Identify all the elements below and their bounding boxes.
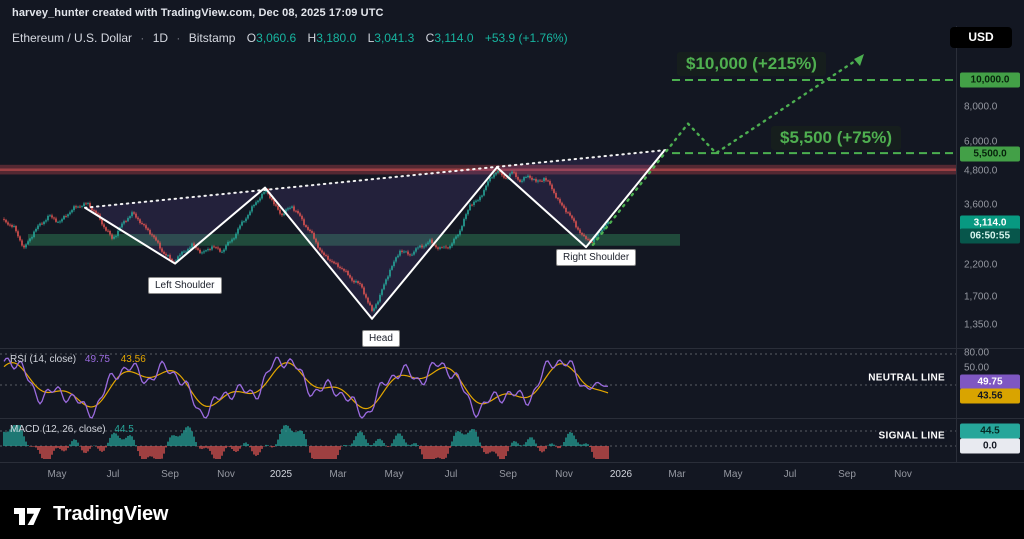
time-axis-tick: Sep — [838, 469, 856, 480]
symbol-name[interactable]: Ethereum / U.S. Dollar — [12, 31, 133, 45]
rsi-title: RSI (14, close) — [10, 354, 77, 365]
attribution-text: harvey_hunter created with TradingView.c… — [12, 7, 384, 19]
price-axis-badge: 49.75 — [960, 374, 1020, 390]
price-target-label-5500[interactable]: $5,500 (+75%) — [771, 126, 901, 150]
price-axis[interactable]: 10,000.0 8,000.0 6,000.0 5,500.0 4,800.0 3,60… — [958, 0, 1024, 463]
legend-separator: · — [176, 31, 181, 45]
legend-separator: · — [140, 31, 145, 45]
price-axis-tick: 6,000.0 — [964, 136, 998, 148]
tradingview-logo-text[interactable]: TradingView — [53, 503, 169, 525]
price-axis-badge: 0.0 — [960, 438, 1020, 454]
time-axis-tick: Jul — [444, 469, 458, 480]
tradingview-logo-icon[interactable] — [14, 503, 44, 527]
price-axis-tick: 2,200.0 — [964, 259, 998, 271]
macd-value: 44.5 — [114, 424, 134, 435]
open-value: 3,060.6 — [256, 31, 297, 45]
symbol-legend[interactable]: Ethereum / U.S. Dollar · 1D · Bitstamp O… — [12, 31, 568, 45]
exchange-name: Bitstamp — [188, 31, 236, 45]
time-axis-tick: May — [47, 469, 67, 480]
price-target-label-10000[interactable]: $10,000 (+215%) — [677, 52, 826, 76]
pattern-label-right-shoulder[interactable]: Right Shoulder — [556, 249, 637, 266]
price-axis-tick: 4,800.0 — [964, 165, 998, 177]
open-label: O — [246, 31, 257, 45]
price-axis-tick: 1,350.0 — [964, 319, 998, 331]
time-axis-tick: Jul — [783, 469, 797, 480]
macd-title: MACD (12, 26, close) — [10, 424, 106, 435]
price-axis-tick: 1,700.0 — [964, 291, 998, 303]
close-value: 3,114.0 — [434, 31, 474, 45]
time-axis-tick: Jul — [106, 469, 120, 480]
time-axis-tick: Nov — [217, 469, 235, 480]
price-axis-tick: 8,000.0 — [964, 101, 998, 113]
footer-bar: TradingView — [0, 490, 1024, 539]
interval-value[interactable]: 1D — [152, 31, 169, 45]
low-value: 3,041.3 — [374, 31, 415, 45]
time-axis-tick: May — [723, 469, 743, 480]
price-axis-tick: 3,600.0 — [964, 199, 998, 211]
price-axis-tick: 80.00 — [964, 347, 990, 359]
time-axis-tick: Sep — [161, 469, 179, 480]
time-axis-tick: Nov — [555, 469, 573, 480]
change-value: +53.9 (+1.76%) — [484, 31, 568, 45]
low-label: L — [367, 31, 375, 45]
pattern-label-head[interactable]: Head — [362, 330, 400, 347]
price-axis-badge: 06:50:55 — [960, 228, 1020, 244]
price-axis-badge: 3,114.0 — [960, 215, 1020, 231]
macd-legend[interactable]: MACD (12, 26, close) 44.5 — [10, 424, 134, 435]
time-axis-tick: Sep — [499, 469, 517, 480]
rsi-legend[interactable]: RSI (14, close) 49.75 43.56 — [10, 354, 146, 365]
time-axis-tick: Mar — [668, 469, 686, 480]
time-axis-tick: Nov — [894, 469, 912, 480]
price-axis-badge: 5,500.0 — [960, 146, 1020, 162]
time-axis-tick: May — [384, 469, 404, 480]
rsi-value: 49.75 — [84, 354, 110, 365]
price-axis-tick: 50.00 — [964, 362, 990, 374]
close-label: C — [425, 31, 435, 45]
time-axis-tick: Mar — [329, 469, 347, 480]
currency-toggle-button[interactable]: USD — [950, 27, 1012, 48]
high-value: 3,180.0 — [316, 31, 357, 45]
pattern-label-left-shoulder[interactable]: Left Shoulder — [148, 277, 222, 294]
time-axis[interactable]: May Jul Sep Nov 2025 Mar May Jul Sep Nov 2026 Mar Ma… — [0, 463, 956, 489]
price-axis-badge: 10,000.0 — [960, 72, 1020, 88]
time-axis-tick: 2026 — [609, 469, 633, 480]
signal-line-label: SIGNAL LINE — [875, 430, 948, 442]
price-axis-badge: 44.5 — [960, 423, 1020, 439]
high-label: H — [307, 31, 317, 45]
neutral-line-label: NEUTRAL LINE — [865, 372, 948, 384]
price-axis-badge: 43.56 — [960, 388, 1020, 404]
time-axis-tick: 2025 — [269, 469, 293, 480]
rsi-ma-value: 43.56 — [120, 354, 146, 365]
